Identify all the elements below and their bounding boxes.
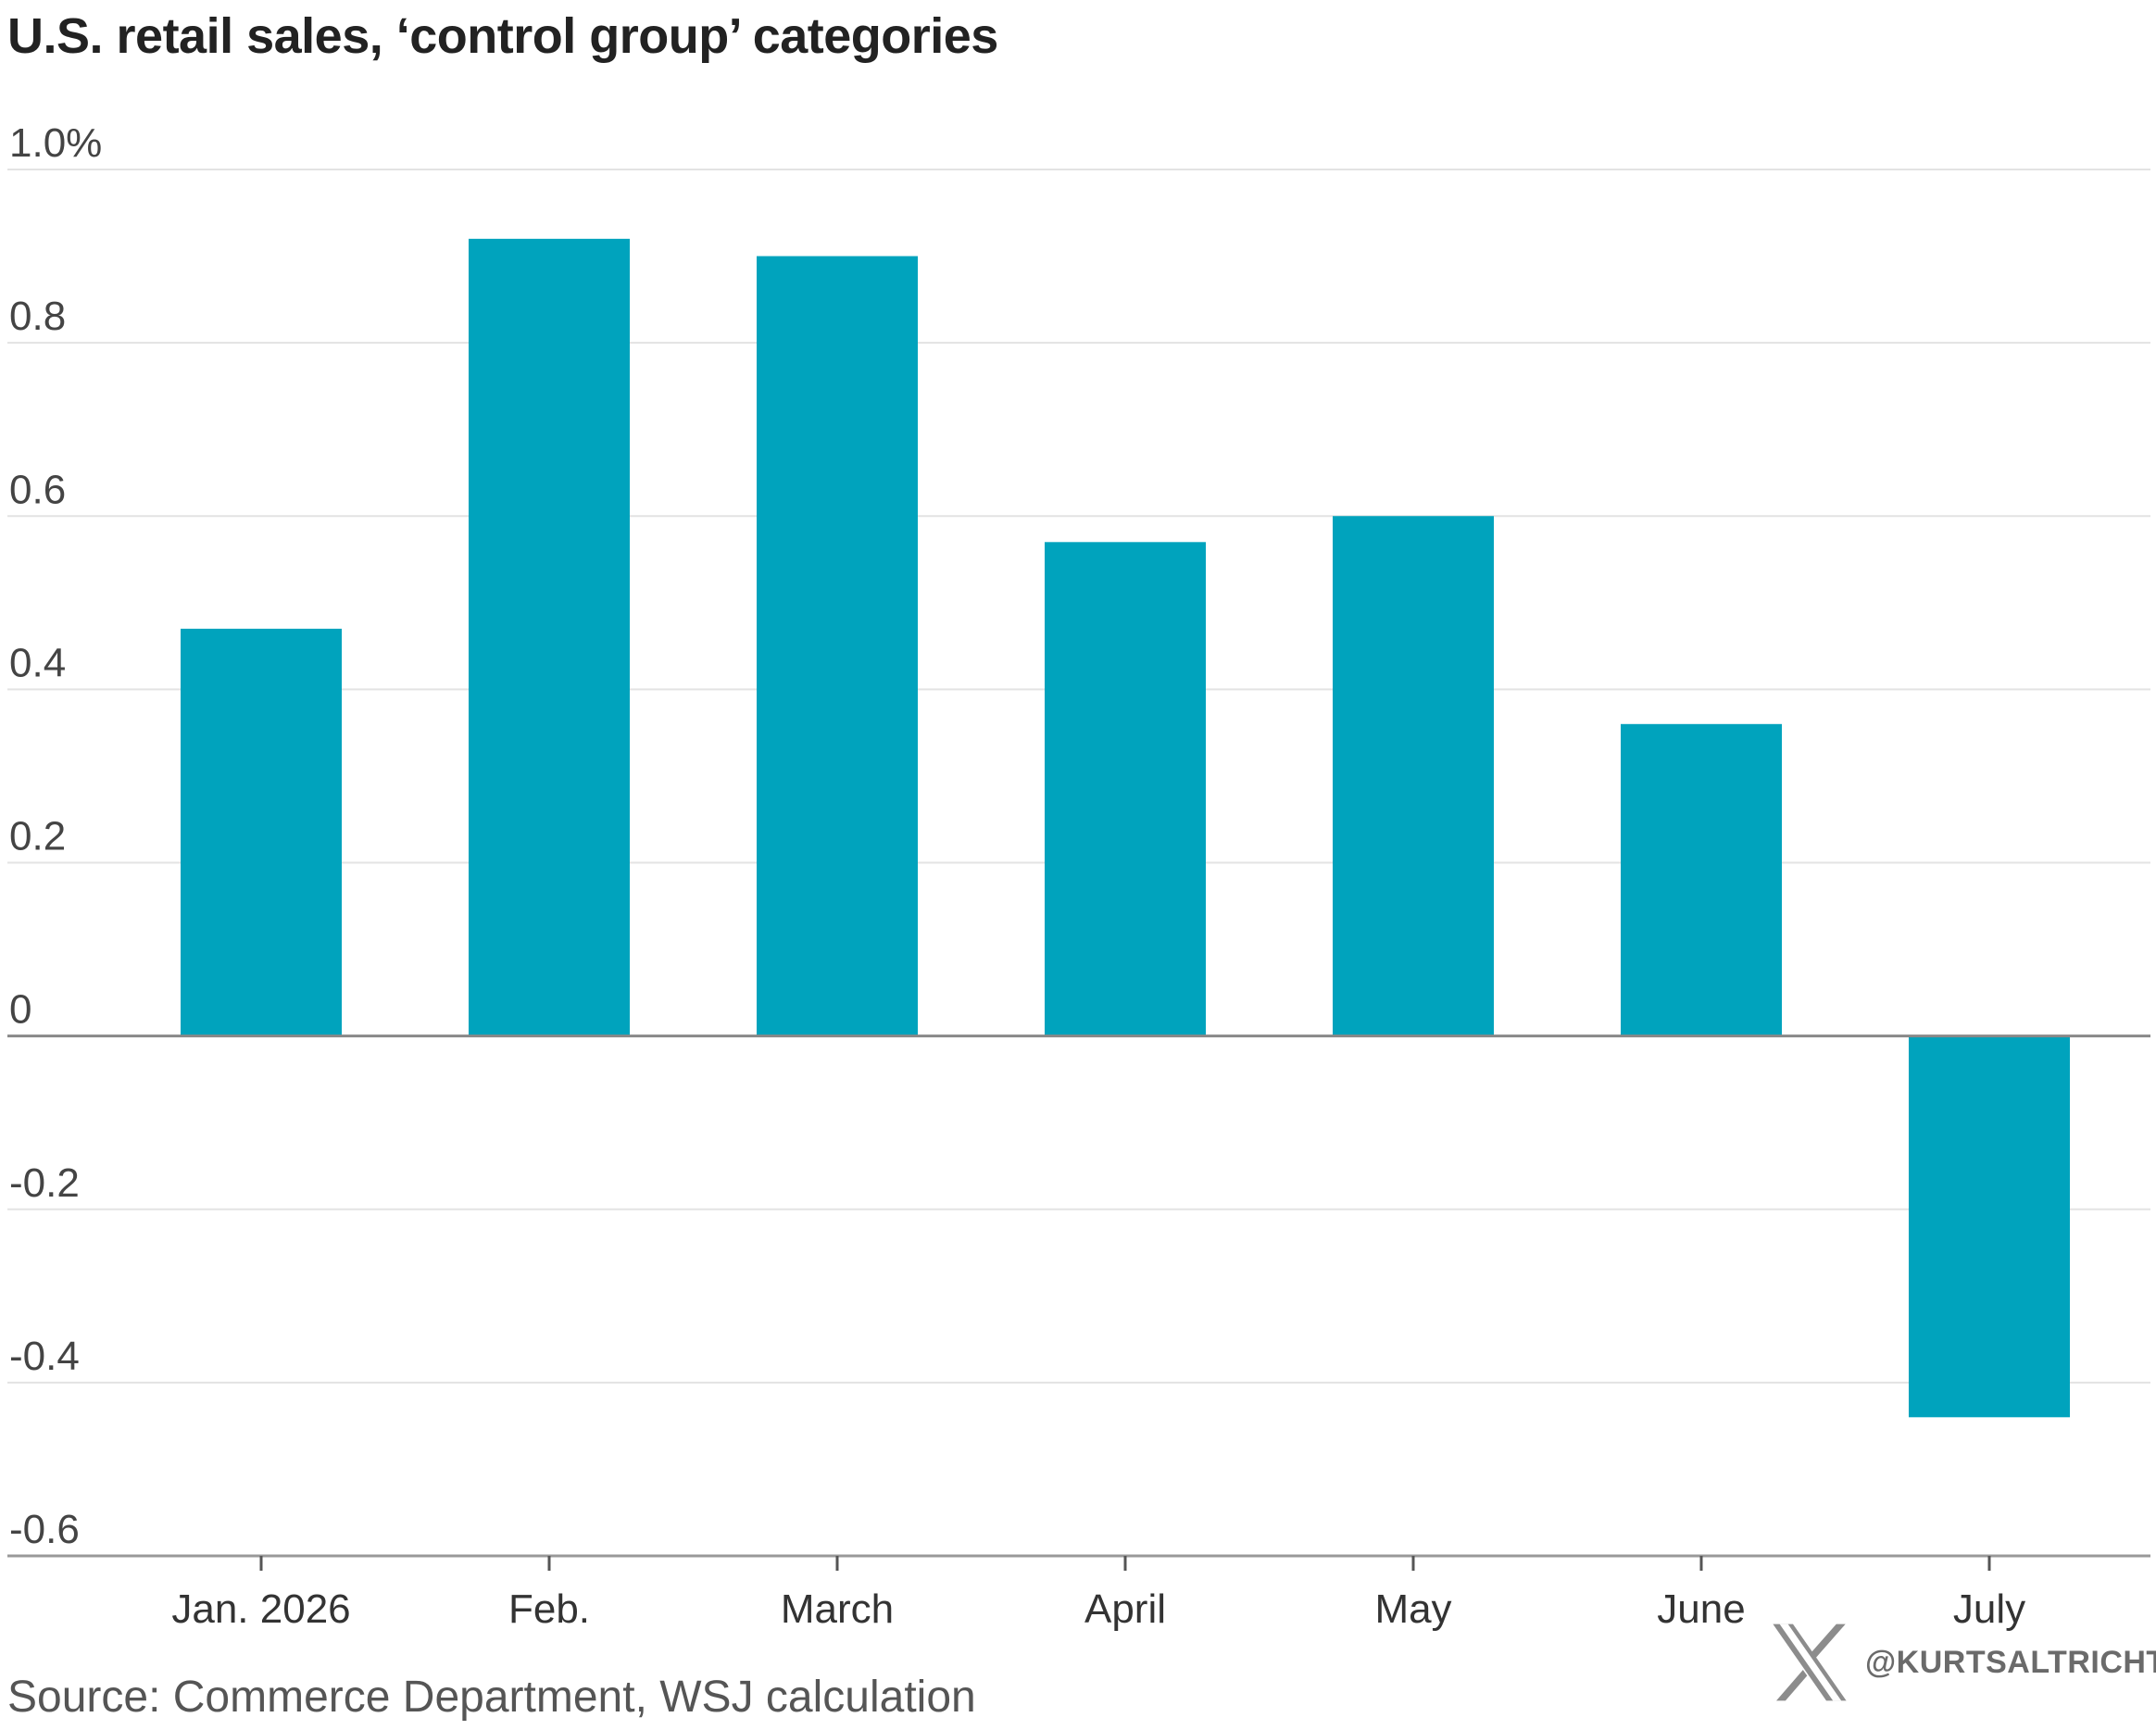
bars [181,238,2070,1418]
bar [469,238,630,1036]
bar [1621,723,1782,1036]
source-note: Source: Commerce Department, WSJ calcula… [7,1673,976,1722]
watermark: @KURTSALTRICHTER [1767,1621,2156,1704]
bar [181,628,342,1036]
y-tick-label: -0.4 [9,1334,80,1379]
y-tick-label: 0.8 [9,294,66,339]
x-tick-label: June [1657,1586,1745,1632]
bar [1045,542,1206,1036]
y-tick-label: -0.2 [9,1160,80,1206]
y-tick-label: -0.6 [9,1507,80,1552]
bar [1909,1035,2070,1418]
x-tick-label: Jan. 2026 [171,1586,350,1632]
x-tick-label: May [1374,1586,1451,1632]
bar [757,256,918,1036]
x-tick-label: March [781,1586,894,1632]
y-axis-tick-labels: 1.0% 0.8 0.6 0.4 0.2 0 -0.2 -0.4 -0.6 [9,120,102,1552]
chart-title: U.S. retail sales, ‘control group’ categ… [7,8,998,64]
y-tick-label: 0.2 [9,814,66,859]
x-tick-label: Feb. [508,1586,590,1632]
x-axis [7,1034,2150,1558]
x-tick-label: July [1953,1586,2025,1632]
x-logo-icon [1773,1623,1847,1701]
x-axis-tick-labels: Jan. 2026 Feb. March April May June July [171,1556,2025,1632]
bar [1333,516,1494,1036]
x-tick-label: April [1084,1586,1166,1632]
watermark-handle: @KURTSALTRICHTER [1865,1644,2156,1680]
y-tick-label: 0.6 [9,467,66,512]
y-tick-label: 0 [9,987,31,1033]
y-tick-label: 0.4 [9,640,66,685]
y-tick-label: 1.0% [9,120,102,166]
